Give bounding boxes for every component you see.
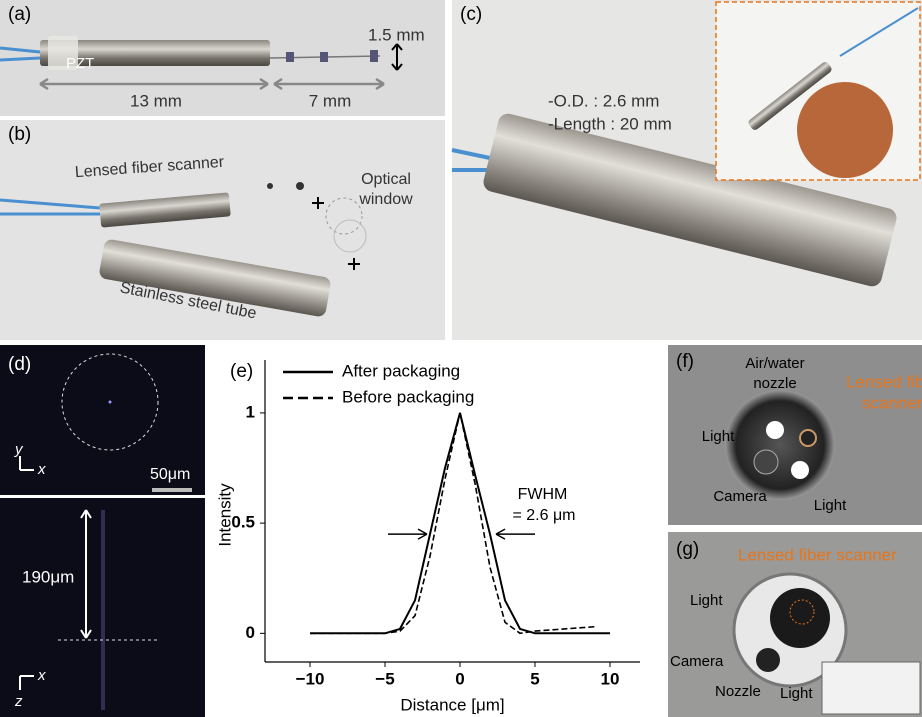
y-tick-label: 0.5 (231, 513, 255, 532)
x-axis-label: Distance [μm] (400, 695, 504, 714)
panel-label: (b) (8, 124, 31, 145)
label: scanner (862, 393, 922, 412)
label: Air/water (745, 355, 804, 372)
annotation: FWHM (518, 486, 568, 503)
panel-a: (a) PZT 13 mm 7 mm 1.5 mm (0, 0, 445, 116)
camera (754, 450, 778, 474)
lens (320, 52, 328, 62)
label: Light (814, 497, 847, 514)
label: -Length : 20 mm (548, 114, 672, 133)
label: Light (780, 685, 813, 702)
panel-b: (b) Lensed fiber scanner Optical window … (0, 120, 445, 340)
figure: (a) PZT 13 mm 7 mm 1.5 mm (b) Lensed fib… (0, 0, 922, 717)
legend-label: Before packaging (342, 387, 474, 406)
label: Light (690, 592, 723, 609)
annotation-arrow (388, 529, 535, 539)
camera (756, 648, 780, 672)
panel-d: (d) y x 50μm 190μm x z (0, 345, 205, 717)
legend-label: After packaging (342, 361, 460, 380)
label: 7 mm (309, 91, 352, 110)
annotation: = 2.6 μm (512, 507, 575, 524)
lens (286, 52, 294, 62)
label: x (37, 667, 46, 684)
endoscope-tip (725, 390, 835, 500)
label: window (358, 191, 413, 208)
channel (770, 588, 830, 648)
panel-g: (g) Lensed fiber scanner Light Camera No… (668, 532, 922, 717)
label: 13 mm (130, 91, 182, 110)
label: z (14, 693, 23, 710)
light (766, 421, 784, 439)
panel-label: (c) (460, 4, 482, 25)
coin (797, 82, 893, 178)
panel-f: (f) Air/water nozzle Lensed fiber scanne… (668, 345, 922, 525)
label: Light (702, 428, 735, 445)
inset (822, 662, 920, 714)
x-tick-label: 10 (601, 669, 620, 688)
label: Lensed fiber (846, 372, 922, 391)
label: 190μm (22, 567, 74, 586)
label: Nozzle (715, 683, 761, 700)
spot (109, 401, 112, 404)
light (791, 461, 809, 479)
beam (101, 510, 105, 710)
x-tick-label: 5 (530, 669, 539, 688)
label: Camera (670, 653, 724, 670)
lens (296, 182, 304, 190)
x-tick-label: 0 (455, 669, 464, 688)
panel-label: (g) (676, 539, 699, 560)
scale-bar (152, 488, 192, 492)
label: Optical (361, 171, 411, 188)
panel-c: (c) -O.D. : 2.6 mm -Length : 20 mm (452, 0, 922, 340)
label: PZT (66, 55, 94, 72)
y-axis-label: Intensity (215, 483, 234, 547)
lens (267, 183, 273, 189)
label: x (37, 461, 46, 478)
panel-label: (d) (8, 354, 31, 375)
label: 1.5 mm (368, 25, 425, 44)
label: Camera (713, 488, 767, 505)
panel-label: (f) (676, 351, 694, 372)
y-tick-label: 1 (246, 402, 255, 421)
label: -O.D. : 2.6 mm (548, 91, 659, 110)
x-tick-label: −10 (296, 669, 325, 688)
panel-e: (e) −10 −5 0 5 10 0 0.5 1 Distance [μm] Intensity… (215, 360, 640, 714)
panel-label: (e) (230, 361, 253, 382)
scanner (800, 430, 816, 446)
y-tick-label: 0 (246, 623, 255, 642)
label: Lensed fiber scanner (738, 545, 897, 564)
x-tick-label: −5 (375, 669, 394, 688)
panel-label: (a) (8, 4, 31, 25)
label: 50μm (150, 466, 190, 483)
label: nozzle (753, 375, 796, 392)
lens (370, 50, 378, 62)
